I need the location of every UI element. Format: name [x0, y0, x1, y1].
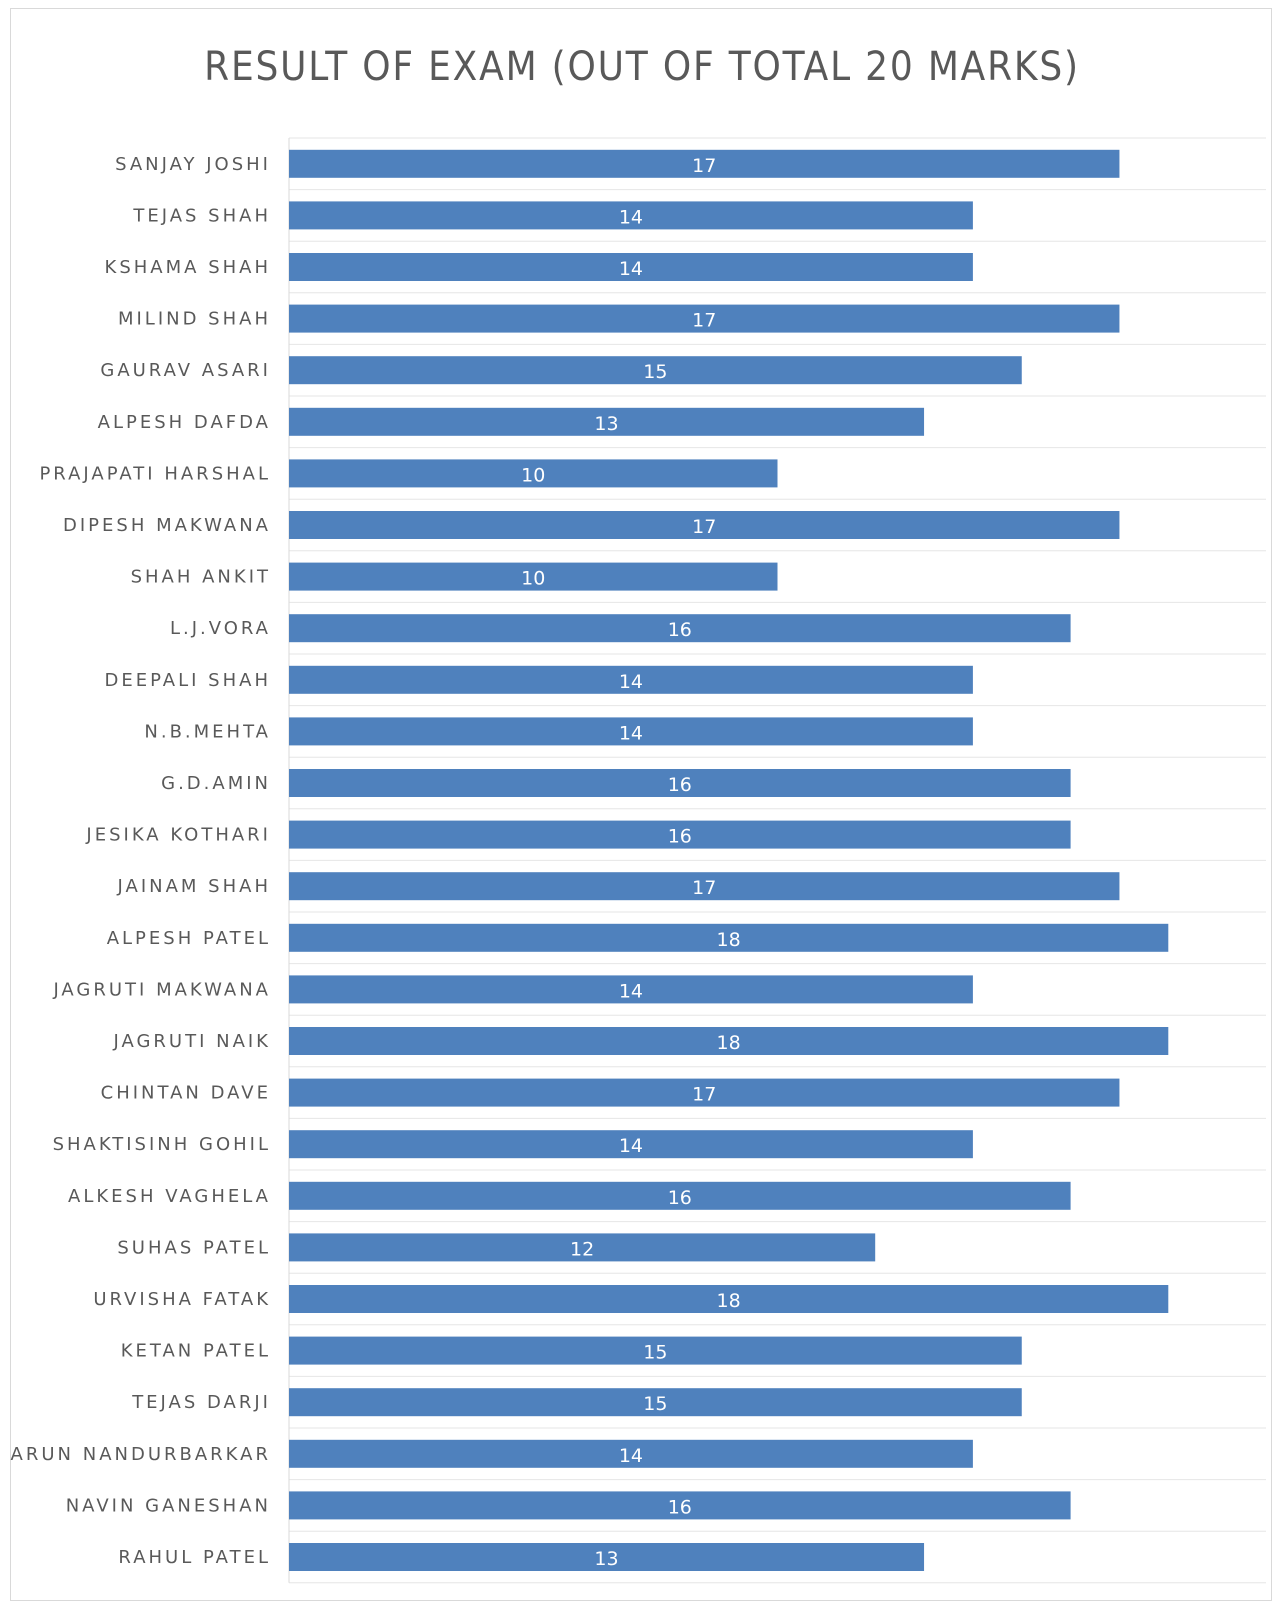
category-label: URVISHA FATAK	[93, 1289, 271, 1310]
bar	[289, 304, 1120, 333]
data-label: 15	[643, 1342, 667, 1364]
bar	[289, 769, 1071, 797]
bar	[289, 923, 1169, 952]
category-label: JESIKA KOTHARI	[85, 825, 271, 846]
category-label: GAURAV ASARI	[100, 360, 271, 381]
data-label: 16	[668, 1496, 692, 1518]
bar	[289, 1336, 1022, 1365]
data-label: 16	[668, 826, 692, 848]
data-label: 14	[619, 671, 643, 693]
category-label: SUHAS PATEL	[117, 1237, 271, 1258]
category-label: SHAH ANKIT	[131, 567, 271, 588]
category-label: RAHUL PATEL	[118, 1547, 271, 1568]
chart-title: RESULT OF EXAM (OUT OF TOTAL 20 MARKS)	[204, 44, 1080, 90]
data-label: 14	[619, 1445, 643, 1467]
category-label: JAGRUTI NAIK	[112, 1031, 271, 1052]
data-label: 10	[521, 568, 545, 590]
data-label: 14	[619, 722, 643, 744]
bar	[289, 511, 1120, 539]
category-label: MILIND SHAH	[118, 309, 271, 330]
data-label: 14	[619, 258, 643, 280]
data-label: 17	[692, 877, 716, 899]
data-label: 10	[521, 464, 545, 486]
category-label: DIPESH MAKWANA	[63, 515, 271, 536]
bar	[289, 1439, 973, 1468]
category-label: TEJAS DARJI	[131, 1392, 271, 1413]
data-label: 14	[619, 1135, 643, 1157]
category-label: TEJAS SHAH	[132, 205, 271, 226]
bar	[289, 149, 1120, 178]
category-label: SHAKTISINH GOHIL	[53, 1134, 271, 1155]
category-label: ALPESH DAFDA	[98, 412, 271, 433]
category-label: NAVIN GANESHAN	[66, 1495, 271, 1516]
data-label: 13	[594, 413, 618, 435]
bar	[289, 407, 925, 436]
bar	[289, 356, 1022, 385]
data-label: 16	[668, 774, 692, 796]
bar	[289, 201, 973, 230]
bar	[289, 872, 1120, 901]
category-label: DEEPALI SHAH	[105, 670, 272, 691]
data-label: 16	[668, 1187, 692, 1209]
bar	[289, 820, 1071, 849]
bar	[289, 1388, 1022, 1417]
bar	[289, 1491, 1071, 1520]
category-label: G.D.AMIN	[161, 773, 271, 794]
category-label: KSHAMA SHAH	[105, 257, 271, 278]
category-label: CHINTAN DAVE	[101, 1083, 271, 1104]
data-label: 16	[668, 619, 692, 641]
bar	[289, 975, 973, 1004]
data-label: 18	[717, 1290, 741, 1312]
data-label: 17	[692, 310, 716, 332]
category-label: L.J.VORA	[170, 618, 271, 639]
category-label: JAGRUTI MAKWANA	[52, 979, 271, 1000]
bar	[289, 1027, 1169, 1055]
bar	[289, 1285, 1169, 1313]
data-label: 18	[717, 1032, 741, 1054]
category-label: ARUN NANDURBARKAR	[11, 1444, 271, 1465]
data-label: 13	[594, 1548, 618, 1570]
bar	[289, 253, 973, 281]
data-label: 12	[570, 1238, 594, 1260]
bar	[289, 1543, 925, 1571]
data-label: 17	[692, 1084, 716, 1106]
category-label: JAINAM SHAH	[117, 876, 271, 897]
data-label: 15	[643, 1393, 667, 1415]
data-label: 14	[619, 206, 643, 228]
bar	[289, 717, 973, 746]
data-label: 17	[692, 155, 716, 177]
bar	[289, 1078, 1120, 1107]
category-label: PRAJAPATI HARSHAL	[39, 463, 271, 484]
category-label: KETAN PATEL	[121, 1341, 271, 1362]
bar	[289, 1130, 973, 1159]
data-label: 17	[692, 516, 716, 538]
bar	[289, 665, 973, 694]
bar	[289, 1181, 1071, 1210]
category-label: N.B.MEHTA	[144, 721, 271, 742]
bar	[289, 459, 778, 488]
bar	[289, 562, 778, 591]
category-label: ALKESH VAGHELA	[68, 1186, 271, 1207]
data-label: 18	[717, 929, 741, 951]
data-label: 14	[619, 980, 643, 1002]
category-label: SANJAY JOSHI	[115, 154, 271, 175]
category-label: ALPESH PATEL	[107, 928, 271, 949]
data-label: 15	[643, 361, 667, 383]
bar	[289, 1233, 876, 1262]
bar	[289, 614, 1071, 643]
